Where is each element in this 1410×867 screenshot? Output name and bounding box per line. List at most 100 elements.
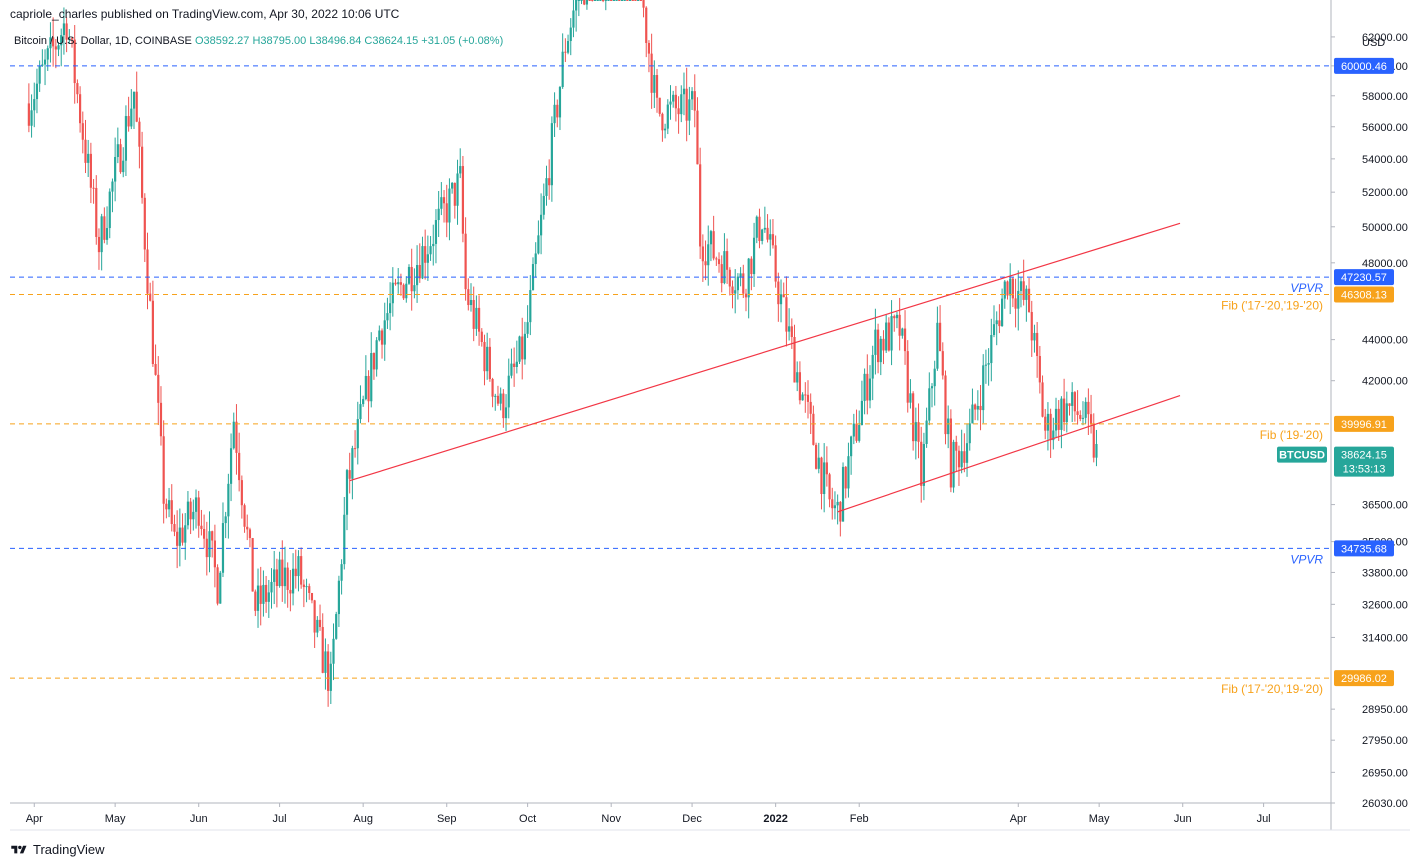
candle-down	[162, 436, 165, 504]
candle-down	[472, 300, 475, 329]
candle-up	[968, 423, 971, 444]
candle-down	[480, 331, 483, 342]
candle-down	[955, 441, 958, 451]
candle-up	[995, 320, 998, 325]
candle-down	[445, 203, 448, 223]
candle-up	[324, 651, 327, 673]
candle-up	[504, 407, 508, 419]
candle-down	[367, 375, 370, 402]
candle-down	[265, 584, 268, 602]
price-badge-text: 29986.02	[1341, 673, 1387, 685]
candle-up	[566, 41, 570, 53]
axes: 62000.0060000.0058000.0056000.0054000.00…	[10, 0, 1410, 831]
candle-up	[49, 37, 52, 49]
candle-up	[256, 585, 260, 611]
candle-down	[380, 330, 384, 345]
candle-up	[914, 422, 917, 442]
candle-down	[321, 627, 324, 673]
candle-up	[1000, 298, 1004, 327]
candle-down	[777, 281, 780, 305]
candle-down	[979, 405, 982, 411]
vpvr-level-label: VPVR	[1290, 281, 1323, 295]
x-tick-label: May	[1089, 813, 1110, 825]
candle-down	[726, 251, 729, 270]
candle-up	[448, 188, 451, 223]
candle-down	[165, 503, 168, 510]
candle-up	[909, 393, 912, 403]
candle-down	[146, 249, 149, 294]
candle-up	[572, 10, 575, 28]
candle-down	[213, 540, 216, 568]
candle-down	[70, 38, 74, 40]
candle-up	[585, 0, 589, 5]
candle-down	[742, 273, 745, 294]
candle-down	[731, 286, 734, 294]
candle-up	[219, 572, 222, 604]
candle-down	[157, 374, 160, 403]
ohlc-change: +31.05 (+0.08%)	[421, 35, 504, 47]
candle-up	[229, 448, 233, 484]
candle-up	[434, 220, 438, 244]
y-tick-label: 62000.00	[1362, 32, 1408, 44]
candle-down	[313, 600, 316, 633]
candle-up	[947, 418, 950, 435]
ohlc-open: O38592.27	[194, 35, 250, 47]
candle-up	[316, 619, 319, 633]
candle-down	[750, 258, 753, 275]
candle-down	[119, 144, 122, 173]
candle-up	[542, 195, 545, 215]
x-tick-label: Apr	[1010, 813, 1027, 825]
candle-down	[181, 527, 184, 543]
candle-up	[747, 258, 750, 298]
candle-down	[1036, 332, 1039, 356]
candle-down	[84, 139, 87, 163]
candle-down	[631, 0, 634, 1]
candle-up	[680, 94, 683, 115]
candle-up	[529, 290, 532, 323]
candle-up	[432, 243, 435, 247]
candle-up	[100, 216, 103, 253]
candle-down	[839, 501, 842, 522]
candle-down	[1014, 298, 1017, 309]
candle-down	[170, 500, 173, 525]
y-tick-label: 26950.00	[1362, 767, 1408, 779]
candle-up	[769, 234, 772, 240]
candle-up	[933, 368, 936, 387]
candle-up	[558, 86, 562, 118]
candle-down	[238, 452, 241, 481]
candle-up	[41, 64, 44, 66]
candle-down	[744, 293, 748, 298]
candle-down	[488, 346, 491, 380]
candle-down	[54, 46, 57, 50]
candle-up	[1009, 278, 1012, 296]
candle-down	[696, 110, 699, 165]
candle-up	[57, 45, 60, 50]
candle-down	[1057, 408, 1060, 430]
candle-up	[475, 307, 478, 329]
y-tick-label: 31400.00	[1362, 632, 1408, 644]
candle-up	[885, 322, 888, 351]
candle-down	[1073, 392, 1076, 412]
candle-up	[227, 483, 230, 517]
y-tick-label: 44000.00	[1362, 335, 1408, 347]
candle-down	[394, 282, 397, 285]
candle-up	[960, 451, 963, 468]
candle-down	[938, 322, 942, 352]
candle-up	[637, 0, 640, 1]
candle-up	[283, 567, 287, 587]
candle-up	[429, 246, 432, 255]
horizontal-levels: VPVR Fib ('17-'20,'19-'20) Fib ('19-'20) VP…	[10, 65, 1331, 696]
candle-down	[197, 497, 200, 526]
candle-down	[906, 351, 909, 403]
candle-up	[413, 285, 416, 292]
candle-up	[833, 505, 837, 509]
candle-up	[515, 361, 518, 367]
x-tick-label: Sep	[437, 813, 457, 825]
candle-up	[132, 91, 136, 109]
candle-up	[553, 104, 556, 124]
candle-up	[499, 393, 502, 404]
candle-up	[736, 276, 739, 291]
last-price-text: 38624.15	[1341, 450, 1387, 462]
symbol-tag-text: BTCUSD	[1279, 450, 1325, 462]
